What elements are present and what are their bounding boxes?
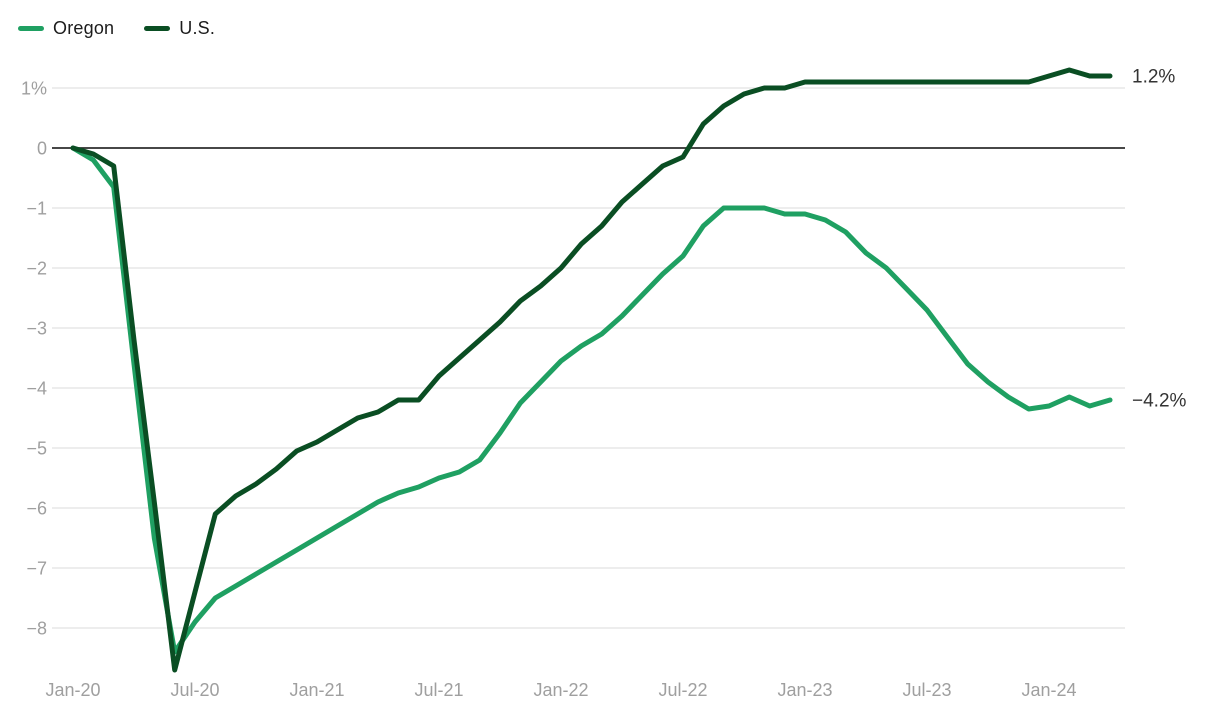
y-tick-label: −6 [26,499,47,519]
x-tick-label: Jul-21 [414,680,463,700]
x-tick-label: Jul-22 [658,680,707,700]
us-line[interactable] [70,67,1113,673]
legend-item-us[interactable]: U.S. [144,18,215,39]
y-tick-label: −5 [26,439,47,459]
y-tick-label: −8 [26,619,47,639]
chart-legend: Oregon U.S. [18,18,215,39]
y-tick-label: 0 [37,139,47,159]
y-tick-label: −4 [26,379,47,399]
y-tick-label: −7 [26,559,47,579]
legend-label: Oregon [53,18,115,38]
x-tick-label: Jan-24 [1021,680,1076,700]
oregon-end-value-label: −4.2% [1132,391,1187,412]
legend-swatch-icon [18,26,44,31]
y-tick-label: −1 [26,199,47,219]
x-tick-label: Jan-23 [777,680,832,700]
legend-swatch-icon [144,26,171,31]
oregon-line[interactable] [70,145,1113,655]
x-tick-label: Jul-23 [902,680,951,700]
legend-item-oregon[interactable]: Oregon [18,18,114,39]
x-tick-label: Jan-21 [289,680,344,700]
x-tick-label: Jan-22 [533,680,588,700]
y-tick-label: −2 [26,259,47,279]
y-tick-label: −3 [26,319,47,339]
x-tick-label: Jul-20 [170,680,219,700]
y-tick-label: 1% [21,79,47,99]
legend-label: U.S. [179,18,216,38]
us-end-value-label: 1.2% [1132,67,1175,88]
x-tick-label: Jan-20 [45,680,100,700]
